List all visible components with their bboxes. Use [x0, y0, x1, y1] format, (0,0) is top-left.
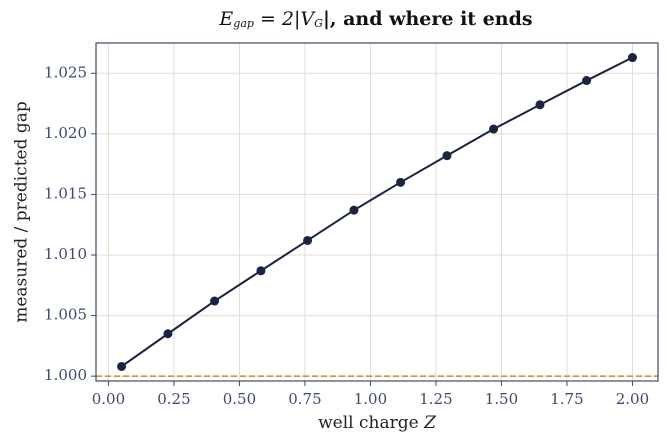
x-tick-label: 0.75: [288, 390, 321, 408]
y-tick-label: 1.000: [44, 366, 87, 384]
data-point: [396, 177, 406, 187]
x-tick-label: 0.00: [92, 390, 125, 408]
title-part: G: [314, 17, 323, 30]
x-label-part: Z: [423, 413, 437, 433]
plot-frame: [95, 42, 659, 382]
data-point: [210, 296, 220, 306]
y-tick-label: 1.015: [44, 184, 87, 202]
series-line: [120, 56, 633, 368]
data-point: [582, 76, 592, 86]
data-point: [163, 329, 173, 339]
data-point: [349, 205, 359, 215]
chart-title: Egap = 2|VG|, and where it ends: [218, 8, 532, 30]
y-tick-label: 1.005: [44, 306, 87, 324]
y-tick-label: 1.025: [44, 63, 87, 81]
x-tick-label: 1.00: [354, 390, 387, 408]
x-tick-label: 1.25: [419, 390, 452, 408]
x-tick-label: 0.50: [223, 390, 256, 408]
y-axis-label: measured / predicted gap: [12, 101, 32, 323]
data-point: [627, 53, 637, 63]
y-tick-label: 1.020: [44, 124, 87, 142]
title-part: E: [218, 8, 233, 30]
x-tick-label: 1.75: [550, 390, 583, 408]
title-part: = 2|V: [254, 8, 316, 30]
data-point: [535, 100, 545, 110]
y-tick-label: 1.010: [44, 245, 87, 263]
x-tick-label: 1.50: [485, 390, 518, 408]
title-part: gap: [233, 17, 254, 30]
x-tick-label: 0.25: [157, 390, 190, 408]
data-point: [256, 266, 266, 276]
title-part: |, and where it ends: [323, 8, 533, 30]
x-tick-label: 2.00: [616, 390, 649, 408]
x-axis-label: well charge Z: [318, 413, 437, 433]
data-point: [117, 361, 127, 371]
data-point: [489, 124, 499, 134]
x-label-part: well charge: [318, 413, 424, 433]
data-point: [442, 151, 452, 161]
data-point: [303, 235, 313, 245]
